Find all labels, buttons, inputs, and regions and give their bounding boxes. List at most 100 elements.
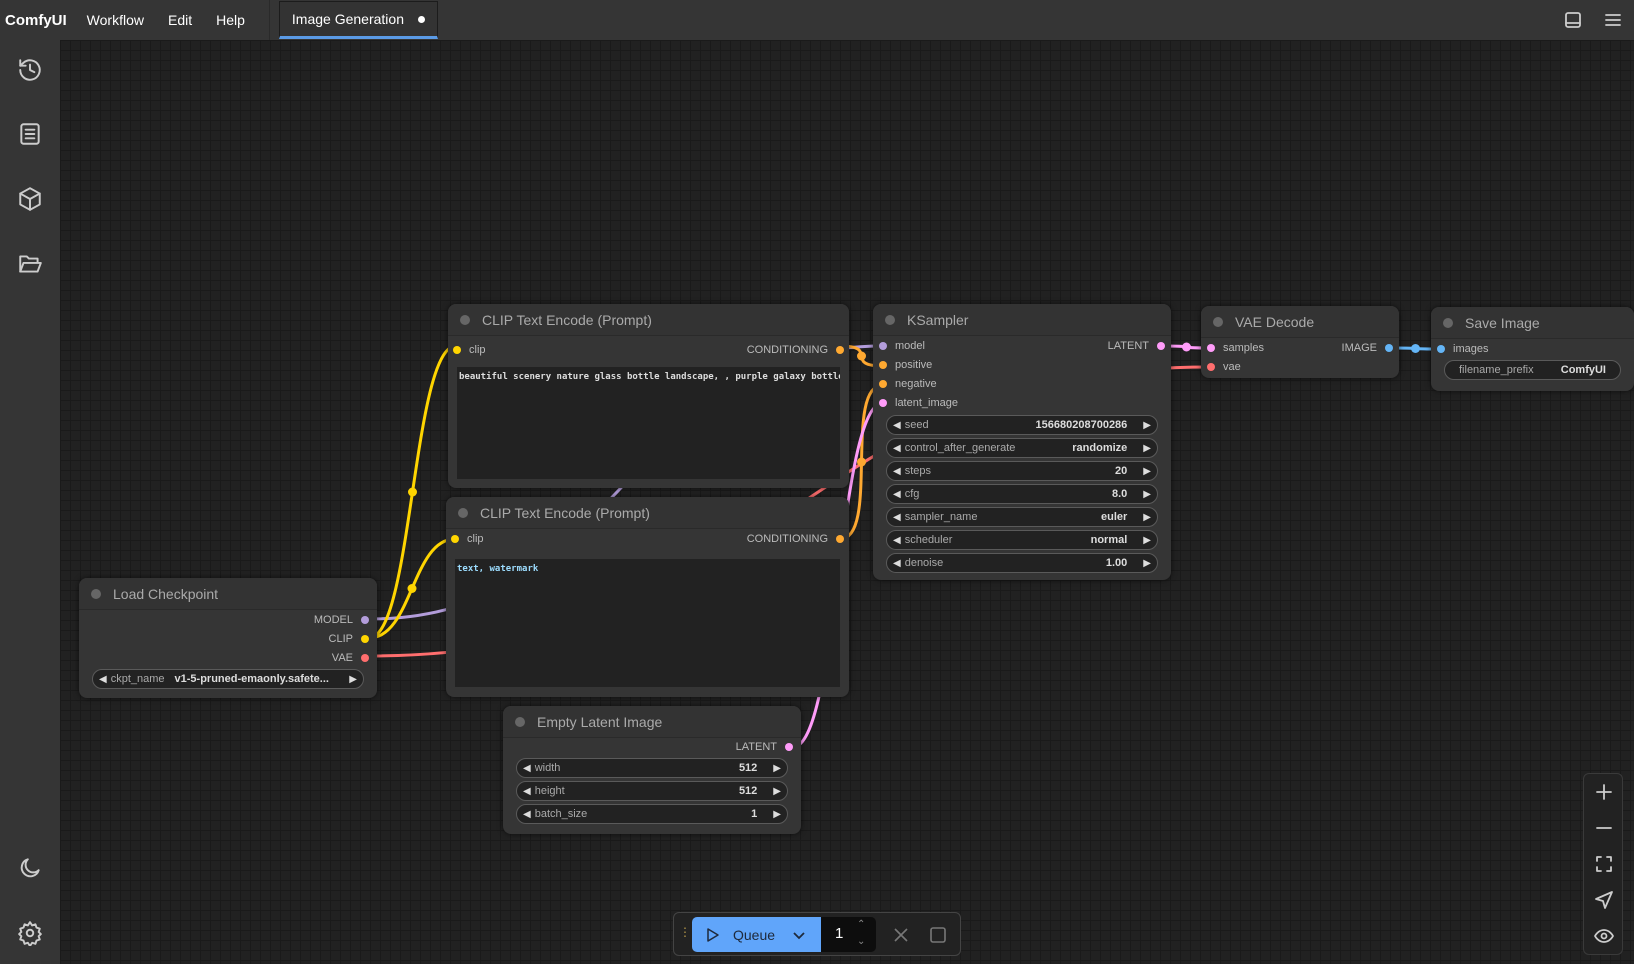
chevron-up-icon[interactable]: ⌃ xyxy=(857,919,866,930)
increment-arrow-icon[interactable]: ▶ xyxy=(1143,465,1151,477)
toggle-links-eye-icon[interactable] xyxy=(1593,925,1615,947)
input-images[interactable]: images xyxy=(1437,342,1488,356)
decrement-arrow-icon[interactable]: ◀ xyxy=(893,534,901,546)
output-image[interactable]: IMAGE xyxy=(1342,341,1393,355)
widget-seed[interactable]: ◀ seed 156680208700286 ▶ xyxy=(886,415,1158,435)
collapse-dot-icon[interactable] xyxy=(1443,317,1453,328)
hamburger-menu-icon[interactable] xyxy=(1603,10,1623,30)
decrement-arrow-icon[interactable]: ◀ xyxy=(893,419,901,431)
decrement-arrow-icon[interactable]: ◀ xyxy=(99,673,107,685)
cancel-x-icon[interactable] xyxy=(892,926,910,944)
slot-dot[interactable] xyxy=(361,635,369,643)
node-clip-text-encode-positive[interactable]: CLIP Text Encode (Prompt) clip CONDITION… xyxy=(448,304,849,488)
increment-arrow-icon[interactable]: ▶ xyxy=(1143,534,1151,546)
stop-square-icon[interactable] xyxy=(929,926,947,944)
slot-dot[interactable] xyxy=(879,361,887,369)
output-latent[interactable]: LATENT xyxy=(736,740,793,754)
widget-cfg[interactable]: ◀ cfg 8.0 ▶ xyxy=(886,484,1158,504)
input-model[interactable]: model xyxy=(879,339,925,353)
widget-ckpt-name[interactable]: ◀ ckpt_name v1-5-pruned-emaonly.safete... ▶ xyxy=(92,669,364,689)
decrement-arrow-icon[interactable]: ◀ xyxy=(893,488,901,500)
decrement-arrow-icon[interactable]: ◀ xyxy=(523,808,531,820)
input-clip[interactable]: clip xyxy=(451,532,484,546)
node-vae-decode[interactable]: VAE Decode samples vae IMAGE xyxy=(1201,306,1399,378)
increment-arrow-icon[interactable]: ▶ xyxy=(1143,488,1151,500)
widget-sampler-name[interactable]: ◀ sampler_name euler ▶ xyxy=(886,507,1158,527)
node-save-image[interactable]: Save Image images filename_prefix ComfyUI xyxy=(1431,307,1634,391)
settings-gear-icon[interactable] xyxy=(17,920,43,946)
widget-filename-prefix[interactable]: filename_prefix ComfyUI xyxy=(1444,360,1621,380)
chevron-down-icon[interactable] xyxy=(791,927,807,943)
slot-dot[interactable] xyxy=(361,654,369,662)
slot-dot[interactable] xyxy=(879,399,887,407)
zoom-in-plus-icon[interactable] xyxy=(1593,781,1615,803)
increment-arrow-icon[interactable]: ▶ xyxy=(773,762,781,774)
widget-width[interactable]: ◀ width 512 ▶ xyxy=(516,758,788,778)
menu-edit[interactable]: Edit xyxy=(167,12,193,28)
theme-moon-icon[interactable] xyxy=(17,855,43,881)
input-vae[interactable]: vae xyxy=(1207,360,1241,374)
batch-count-value[interactable]: 1 xyxy=(835,925,844,942)
widget-batch-size[interactable]: ◀ batch_size 1 ▶ xyxy=(516,804,788,824)
toggle-bottom-panel-icon[interactable] xyxy=(1563,10,1583,30)
queue-list-icon[interactable] xyxy=(17,121,43,147)
slot-dot[interactable] xyxy=(1207,363,1215,371)
model-library-icon[interactable] xyxy=(17,186,43,212)
slot-dot[interactable] xyxy=(879,380,887,388)
output-clip[interactable]: CLIP xyxy=(329,632,369,646)
zoom-out-minus-icon[interactable] xyxy=(1593,817,1615,839)
menu-help[interactable]: Help xyxy=(216,12,245,28)
input-negative[interactable]: negative xyxy=(879,377,937,391)
workflows-folder-icon[interactable] xyxy=(17,251,43,277)
decrement-arrow-icon[interactable]: ◀ xyxy=(893,557,901,569)
node-empty-latent-image[interactable]: Empty Latent Image LATENT ◀ width 512 ▶ ◀ he… xyxy=(503,706,801,834)
collapse-dot-icon[interactable] xyxy=(1213,316,1223,327)
collapse-dot-icon[interactable] xyxy=(91,588,101,599)
node-load-checkpoint[interactable]: Load Checkpoint MODEL CLIP VAE ◀ ckpt_nam… xyxy=(79,578,377,698)
collapse-dot-icon[interactable] xyxy=(885,314,895,325)
decrement-arrow-icon[interactable]: ◀ xyxy=(893,442,901,454)
select-mode-arrow-icon[interactable] xyxy=(1593,889,1615,911)
slot-dot[interactable] xyxy=(1385,344,1393,352)
slot-dot[interactable] xyxy=(1157,342,1165,350)
increment-arrow-icon[interactable]: ▶ xyxy=(1143,442,1151,454)
input-positive[interactable]: positive xyxy=(879,358,932,372)
output-model[interactable]: MODEL xyxy=(314,613,369,627)
widget-scheduler[interactable]: ◀ scheduler normal ▶ xyxy=(886,530,1158,550)
decrement-arrow-icon[interactable]: ◀ xyxy=(523,762,531,774)
collapse-dot-icon[interactable] xyxy=(515,716,525,727)
slot-dot[interactable] xyxy=(836,346,844,354)
collapse-dot-icon[interactable] xyxy=(458,507,468,518)
increment-arrow-icon[interactable]: ▶ xyxy=(773,808,781,820)
queue-button[interactable]: Queue xyxy=(692,917,821,952)
history-icon[interactable] xyxy=(17,57,43,83)
output-latent[interactable]: LATENT xyxy=(1108,339,1165,353)
node-clip-text-encode-negative[interactable]: CLIP Text Encode (Prompt) clip CONDITION… xyxy=(446,497,849,697)
chevron-down-small-icon[interactable]: ⌄ xyxy=(857,936,866,947)
slot-dot[interactable] xyxy=(785,743,793,751)
output-conditioning[interactable]: CONDITIONING xyxy=(747,343,844,357)
decrement-arrow-icon[interactable]: ◀ xyxy=(893,465,901,477)
input-samples[interactable]: samples xyxy=(1207,341,1264,355)
increment-arrow-icon[interactable]: ▶ xyxy=(1143,419,1151,431)
input-latent-image[interactable]: latent_image xyxy=(879,396,958,410)
output-vae[interactable]: VAE xyxy=(332,651,369,665)
menu-workflow[interactable]: Workflow xyxy=(86,12,144,28)
slot-dot[interactable] xyxy=(361,616,369,624)
widget-steps[interactable]: ◀ steps 20 ▶ xyxy=(886,461,1158,481)
prompt-textarea[interactable]: text, watermark xyxy=(455,559,840,687)
increment-arrow-icon[interactable]: ▶ xyxy=(349,673,357,685)
tab-image-generation[interactable]: Image Generation xyxy=(278,1,438,39)
increment-arrow-icon[interactable]: ▶ xyxy=(1143,557,1151,569)
widget-denoise[interactable]: ◀ denoise 1.00 ▶ xyxy=(886,553,1158,573)
widget-control-after-generate[interactable]: ◀ control_after_generate randomize ▶ xyxy=(886,438,1158,458)
slot-dot[interactable] xyxy=(836,535,844,543)
widget-height[interactable]: ◀ height 512 ▶ xyxy=(516,781,788,801)
slot-dot[interactable] xyxy=(453,346,461,354)
slot-dot[interactable] xyxy=(879,342,887,350)
node-ksampler[interactable]: KSampler model positive negative latent_… xyxy=(873,304,1171,580)
output-conditioning[interactable]: CONDITIONING xyxy=(747,532,844,546)
prompt-textarea[interactable]: beautiful scenery nature glass bottle la… xyxy=(457,367,840,479)
batch-count-stepper[interactable]: 1 ⌃ ⌄ xyxy=(821,917,876,952)
collapse-dot-icon[interactable] xyxy=(460,314,470,325)
